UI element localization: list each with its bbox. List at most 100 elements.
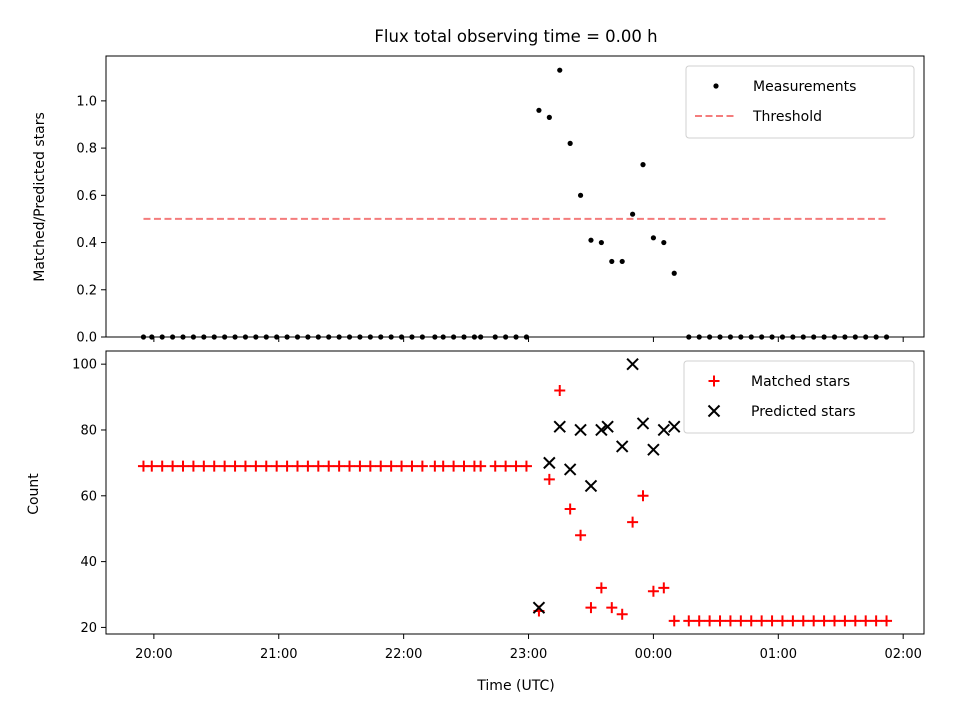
matched-star-point [756,615,768,627]
measurement-point [598,239,604,246]
x-tick-label: 01:00 [760,647,797,662]
measurement-point [650,235,657,241]
predicted-star-point [563,463,577,476]
measurement-point [671,270,677,276]
matched-star-point [385,460,397,472]
matched-star-point [291,460,303,472]
matched-star-point [693,615,705,627]
matched-star-point [647,585,659,597]
matched-star-point [708,375,720,387]
legend-label: Matched stars [751,374,850,390]
matched-star-point [187,460,199,472]
matched-star-point [146,460,158,472]
matched-star-point [312,460,324,472]
matched-star-point [554,384,566,396]
matched-star-point [881,615,893,627]
matched-star-point [668,615,680,627]
bottom-y-tick-label: 40 [80,555,97,570]
measurement-point [713,83,719,89]
predicted-star-point [553,420,566,433]
matched-star-point [281,460,293,472]
matched-star-point [510,460,522,472]
matched-star-point [724,615,736,627]
bottom-y-tick-label: 100 [72,358,97,373]
predicted-star-point [615,440,629,453]
measurement-point [640,162,646,168]
x-tick-label: 20:00 [135,647,172,662]
top-y-tick-label: 0.2 [76,283,97,298]
matched-star-point [564,503,576,515]
matched-star-point [627,516,639,528]
measurement-point [619,258,625,265]
x-axis-label: Time (UTC) [476,678,554,694]
measurement-point [557,67,563,73]
matched-star-point [714,615,726,627]
legend-label: Measurements [753,79,856,95]
matched-star-point [156,460,168,472]
matched-star-point [271,460,283,472]
matched-star-point [229,460,241,472]
matched-star-point [849,615,861,627]
predicted-star-point [601,420,614,433]
bottom-y-ticks: 20 40 60 80 100 [72,358,106,636]
matched-star-point [208,460,220,472]
matched-star-point [489,460,501,472]
matched-star-point [637,490,649,502]
matched-star-point [437,460,449,472]
matched-star-point [344,460,356,472]
matched-star-point [595,582,607,594]
x-tick-label: 22:00 [385,647,422,662]
bottom-x-ticks: 20:00 21:00 22:00 23:00 00:00 01:00 02:00 [135,634,922,662]
measurement-point [588,237,594,243]
matched-star-point [323,460,335,472]
bottom-y-axis-label: Count [26,473,42,515]
bottom-y-tick-label: 80 [80,423,97,438]
matched-star-point [416,460,428,472]
matched-star-point [839,615,851,627]
matched-star-point [797,615,809,627]
matched-star-point [396,460,408,472]
predicted-star-point [532,601,546,614]
matched-star-point [219,460,231,472]
matched-star-point [448,460,460,472]
matched-star-point [616,608,628,620]
measurement-point [609,258,615,265]
matched-star-point [543,473,555,485]
matched-star-point [520,460,532,472]
matched-star-point [177,460,189,472]
bottom-series-layer [137,357,893,627]
matched-star-point [683,615,695,627]
predicted-star-point [707,404,721,418]
legend-label: Predicted stars [751,404,856,420]
legend-box [685,65,915,139]
x-tick-label: 00:00 [635,647,672,662]
matched-star-point [500,460,512,472]
matched-star-point [818,615,830,627]
chart-title: Flux total observing time = 0.00 h [374,27,657,46]
predicted-star-point [626,357,639,371]
predicted-star-point [636,417,650,430]
x-tick-label: 23:00 [510,647,547,662]
matched-star-point [776,615,788,627]
matched-star-point [704,615,716,627]
top-y-tick-label: 0.8 [76,142,97,157]
matched-star-point [458,460,470,472]
matched-star-point [585,602,597,614]
matched-star-point [658,582,670,594]
bottom-plot-frame [105,350,925,635]
matched-star-point [735,615,747,627]
top-y-tick-label: 0.4 [76,236,97,251]
bottom-y-tick-label: 20 [80,621,97,636]
bottom-y-tick-label: 60 [80,489,97,504]
measurement-point [577,192,584,198]
x-tick-label: 02:00 [884,647,921,662]
predicted-star-point [657,423,671,437]
matched-star-point [302,460,314,472]
matched-star-point [606,602,618,614]
matched-star-point [860,615,872,627]
predicted-star-point [584,479,598,493]
matched-star-point [333,460,345,472]
top-panel: Flux total observing time = 0.00 h Match… [32,27,925,346]
matched-star-point [766,615,778,627]
